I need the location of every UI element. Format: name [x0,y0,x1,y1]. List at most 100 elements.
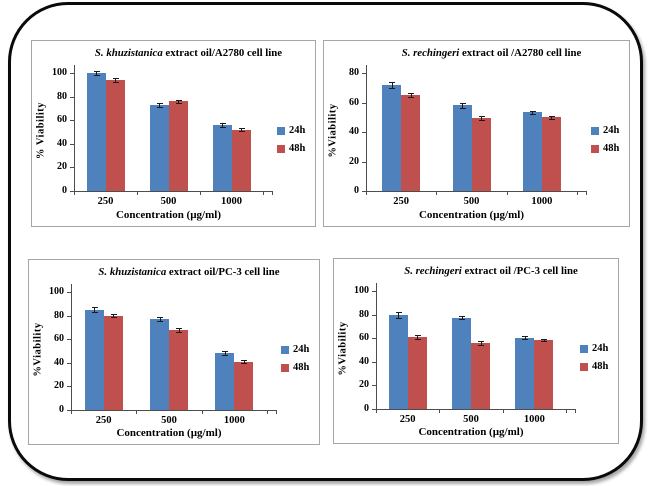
bar-48h-500 [471,342,490,409]
bar-48h-500 [471,117,491,191]
legend-swatch-48h-icon [277,144,285,153]
y-tick-label: 20 [57,161,67,173]
y-tick-label: 80 [359,308,369,320]
y-tick [372,291,376,292]
y-tick-label: 20 [54,380,64,392]
x-tick [436,191,438,195]
y-tick-label: 100 [52,67,67,78]
error-bar [224,351,226,355]
bar-48h-1000 [541,117,561,191]
error-bar [115,78,116,82]
y-tick-label: 80 [54,309,64,321]
error-bar-cap [110,313,117,315]
error-bar-cap [112,81,119,83]
error-bar [94,307,96,313]
x-tick [439,409,441,413]
y-tick [372,314,376,316]
error-bar-cap [241,359,248,361]
x-category-label: 500 [161,415,177,426]
error-bar-cap [156,103,163,105]
x-category-label: 500 [463,196,480,207]
bar-24h-250 [382,84,402,191]
error-bar [524,336,526,339]
legend-item-48h: 48h [281,362,309,373]
y-tick-label: 40 [349,126,359,137]
y-tick-label: 0 [59,404,64,415]
chart-title: S. khuzistanica extract oil/A2780 cell l… [68,47,309,59]
legend-label: 48h [603,143,620,154]
error-bar-cap [548,115,555,117]
bar-48h-250 [401,95,421,191]
error-bar-cap [157,317,163,319]
bar-48h-500 [168,101,188,191]
y-tick [67,315,71,317]
x-tick [74,191,75,195]
legend: 24h 48h [580,343,608,379]
error-bar [461,315,463,320]
error-bar-cap [91,307,98,309]
y-tick-label: 60 [54,333,64,345]
error-bar-cap [408,97,415,99]
error-bar-cap [522,336,529,338]
x-category-label: 1000 [531,196,553,207]
y-tick-label: 80 [57,90,67,102]
legend-label: 24h [293,344,310,355]
bar-24h-500 [149,104,169,191]
legend-label: 24h [289,125,306,136]
y-tick [70,96,74,98]
error-bar [96,70,97,76]
x-category-label: 1000 [223,415,245,426]
error-bar-cap [222,354,229,356]
error-bar [410,92,412,98]
error-bar-cap [176,331,182,333]
x-category-label: 1000 [523,414,545,425]
legend-swatch-24h-icon [591,126,599,135]
chart-panel-rechingeri-pc3: S. rechingeri extract oil /PC-3 cell lin… [333,258,619,444]
error-bar-cap [238,128,245,130]
error-bar-cap [459,103,466,105]
x-tick [502,409,504,413]
error-bar-cap [219,126,226,128]
legend: 24h 48h [281,344,309,380]
error-bar-cap [222,351,229,352]
y-tick-label: 40 [54,356,64,368]
y-tick-label: 60 [349,96,359,108]
error-bar-cap [529,113,536,115]
y-axis-line [71,284,72,411]
error-bar [113,313,115,318]
error-bar [532,110,534,114]
error-bar-cap [93,70,100,72]
legend: 24h 48h [591,125,619,161]
legend-item-24h: 24h [580,343,608,354]
error-bar-cap [478,120,485,122]
y-axis-line [366,65,367,192]
error-bar [417,335,419,339]
x-tick [276,410,277,414]
x-axis-line [74,191,273,192]
error-bar-cap [395,317,402,319]
error-bar-cap [157,320,163,322]
x-tick [577,191,578,195]
x-tick [71,410,72,414]
chart-title-rest: extract oil /A2780 cell line [459,47,582,59]
y-tick [372,409,376,410]
y-tick-label: 100 [49,286,64,297]
bar-24h-500 [452,105,472,191]
legend-item-24h: 24h [281,344,309,355]
error-bar-cap [395,311,402,313]
error-bar-cap [459,319,465,321]
x-axis-line [71,410,277,411]
bar-48h-250 [407,337,427,409]
legend-swatch-24h-icon [281,345,289,354]
chart-title-species: S. rechingeri [404,265,462,277]
error-bar [462,103,463,108]
chart-title-rest: extract oil/A2780 cell line [162,47,283,59]
error-bar-cap [541,338,548,340]
chart-title-rest: extract oil /PC-3 cell line [461,265,578,277]
y-tick-label: 60 [57,114,67,126]
error-bar [222,123,223,127]
x-category-label: 250 [393,196,410,207]
error-bar [178,99,179,104]
y-tick-label: 20 [359,379,369,391]
